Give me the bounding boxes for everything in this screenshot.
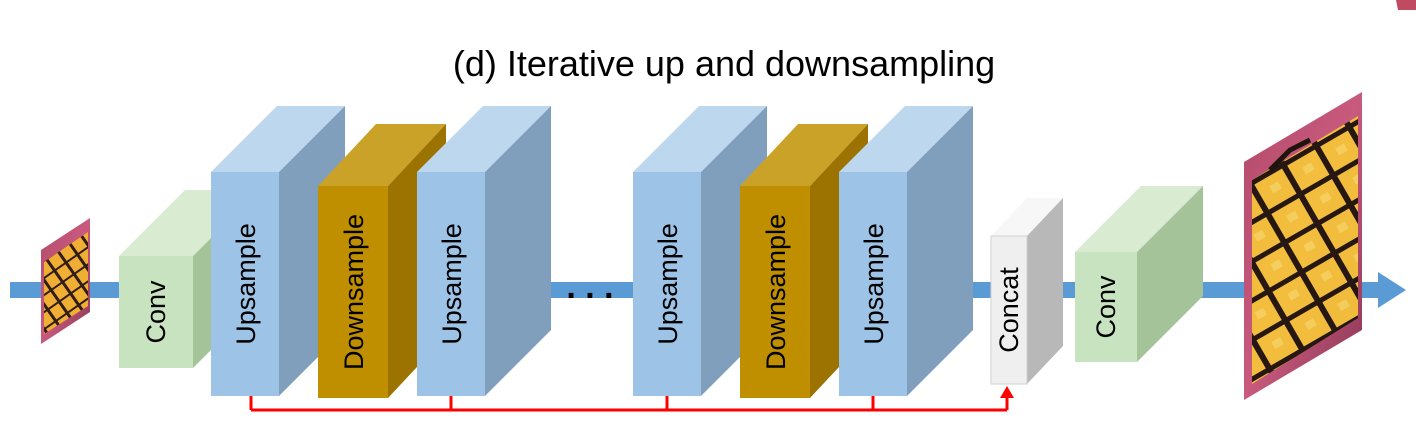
diagram-title: (d) Iterative up and downsampling	[453, 43, 995, 84]
concat-block-label: Concat	[994, 267, 1024, 353]
skip-connection-arrowhead	[1000, 386, 1014, 398]
upsample-block-3-label: Upsample	[653, 223, 683, 345]
upsample-block-2: Upsample	[417, 106, 551, 396]
ellipsis: . . .	[566, 268, 613, 306]
output-butterfly-image	[1244, 92, 1362, 400]
upsample-block-4-label: Upsample	[859, 223, 889, 345]
upsample-block-2-label: Upsample	[437, 223, 467, 345]
input-butterfly-image	[41, 218, 90, 344]
downsample-block-2-label: Downsample	[761, 214, 791, 370]
conv-block-1-label: Conv	[141, 280, 171, 344]
upsample-block-1-label: Upsample	[231, 223, 261, 345]
conv-block-2: Conv	[1075, 186, 1203, 362]
upsample-block-1: Upsample	[211, 106, 345, 396]
conv-block-2-label: Conv	[1091, 275, 1121, 339]
upsample-block-4: Upsample	[839, 106, 973, 396]
downsample-block-1-label: Downsample	[339, 214, 369, 370]
corner-image-fragment	[1396, 0, 1416, 10]
concat-block: Concat	[990, 198, 1063, 385]
skip-connections	[249, 396, 1009, 412]
